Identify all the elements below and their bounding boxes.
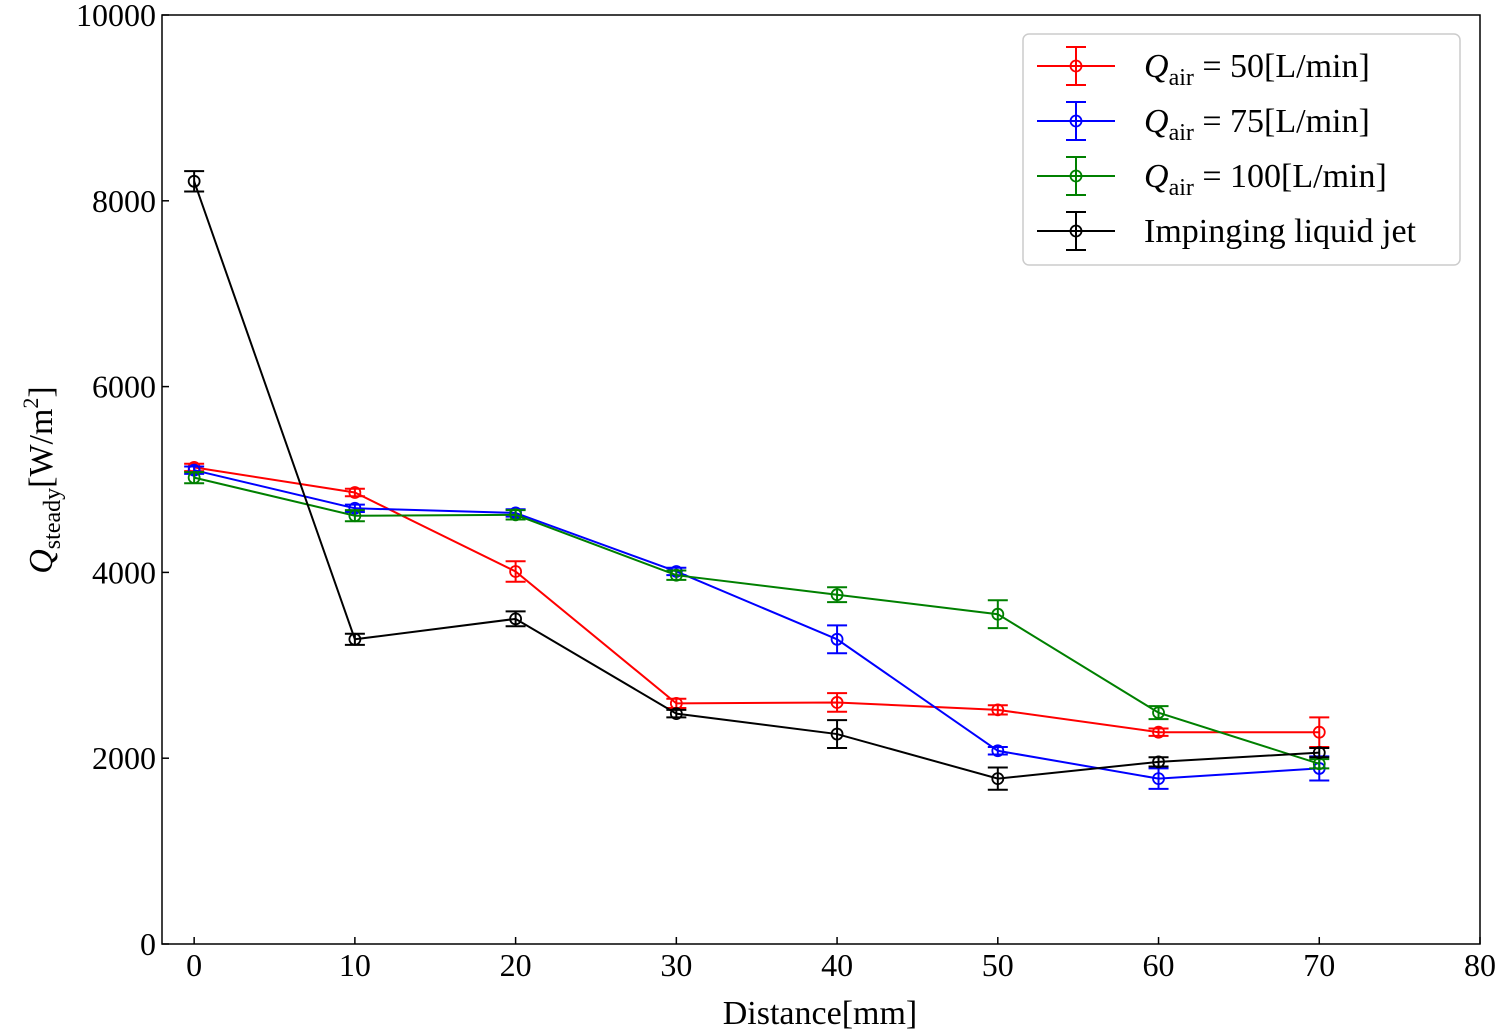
data-point (348, 632, 362, 646)
y-tick-label: 10000 (76, 0, 156, 33)
y-label-close: ] (23, 386, 60, 397)
legend-text: = 50[L/min] (1194, 48, 1370, 85)
legend-subscript: air (1169, 65, 1194, 91)
y-tick-label: 8000 (92, 183, 156, 219)
y-label-sup: 2 (18, 398, 43, 409)
data-point (991, 703, 1005, 717)
data-point (830, 588, 844, 602)
y-label-unit: [W/m (23, 409, 60, 488)
series-line (193, 476, 1320, 765)
x-axis-label: Distance[mm] (723, 995, 918, 1032)
data-point (830, 696, 844, 709)
series-line (193, 466, 1320, 734)
series-1 (184, 463, 1330, 790)
legend-text: = 75[L/min] (1194, 103, 1370, 140)
legend-text: = 100[L/min] (1194, 158, 1387, 195)
legend-frame (1022, 33, 1461, 266)
y-label-subscript: steady (40, 488, 66, 549)
data-point (509, 565, 523, 578)
series-2 (184, 471, 1330, 771)
data-point (1152, 706, 1165, 720)
series-line (193, 180, 1320, 780)
y-label-symbol: Q (23, 549, 60, 574)
data-point (669, 707, 683, 721)
legend-marker (1069, 59, 1083, 73)
data-point (187, 174, 201, 188)
axes: 0 10 20 30 40 50 60 70 80 0 2000 4000 6000 8000 10000 (76, 0, 1496, 983)
data-point (1312, 746, 1326, 760)
data-point (509, 612, 523, 626)
data-point (1152, 725, 1165, 739)
legend-text: Impinging liquid jet (1144, 213, 1417, 250)
legend: Qair = 50[L/min]Qair = 75[L/min]Qair = 1… (1022, 33, 1461, 266)
legend-subscript: air (1169, 120, 1194, 146)
plot-frame (161, 14, 1481, 945)
series-line (193, 469, 1320, 780)
legend-symbol: Q (1144, 103, 1169, 140)
legend-item: Qair = 75[L/min] (1037, 101, 1370, 146)
series-3 (184, 170, 1330, 791)
y-axis-label: Qsteady[W/m2] (18, 386, 66, 574)
legend-marker (1069, 114, 1083, 128)
x-tick-label: 60 (1143, 947, 1175, 983)
legend-item: Impinging liquid jet (1037, 211, 1417, 251)
legend-symbol: Q (1144, 158, 1169, 195)
legend-label: Qair = 100[L/min] (1144, 158, 1387, 201)
data-point (348, 509, 362, 523)
data-point (991, 772, 1005, 786)
x-tick-label: 80 (1464, 947, 1496, 983)
legend-subscript: air (1169, 175, 1194, 201)
legend-marker (1069, 224, 1083, 238)
x-tick-label: 70 (1303, 947, 1335, 983)
legend-item: Qair = 100[L/min] (1037, 156, 1387, 201)
data-point (991, 744, 1005, 758)
data-point (991, 607, 1005, 621)
x-tick-label: 40 (821, 947, 853, 983)
x-tick-label: 30 (660, 947, 692, 983)
y-tick-label: 2000 (92, 740, 156, 776)
data-point (669, 568, 683, 582)
x-tick-label: 50 (982, 947, 1014, 983)
legend-marker (1069, 169, 1083, 183)
data-point (830, 632, 844, 646)
x-tick-label: 10 (339, 947, 371, 983)
legend-item: Qair = 50[L/min] (1037, 46, 1370, 91)
data-point (1152, 755, 1165, 769)
data-point (348, 486, 362, 499)
data-point (1312, 725, 1326, 739)
legend-label: Impinging liquid jet (1144, 213, 1417, 250)
data-point (1152, 772, 1165, 786)
data-point (187, 471, 201, 485)
series-layer (184, 170, 1330, 791)
y-tick-label: 6000 (92, 369, 156, 405)
y-tick-label: 0 (140, 926, 156, 962)
x-tick-label: 0 (186, 947, 202, 983)
data-point (509, 508, 523, 522)
legend-symbol: Q (1144, 48, 1169, 85)
x-tick-label: 20 (500, 947, 532, 983)
data-point (830, 727, 844, 741)
legend-label: Qair = 50[L/min] (1144, 48, 1370, 91)
y-tick-label: 4000 (92, 554, 156, 590)
legend-label: Qair = 75[L/min] (1144, 103, 1370, 146)
